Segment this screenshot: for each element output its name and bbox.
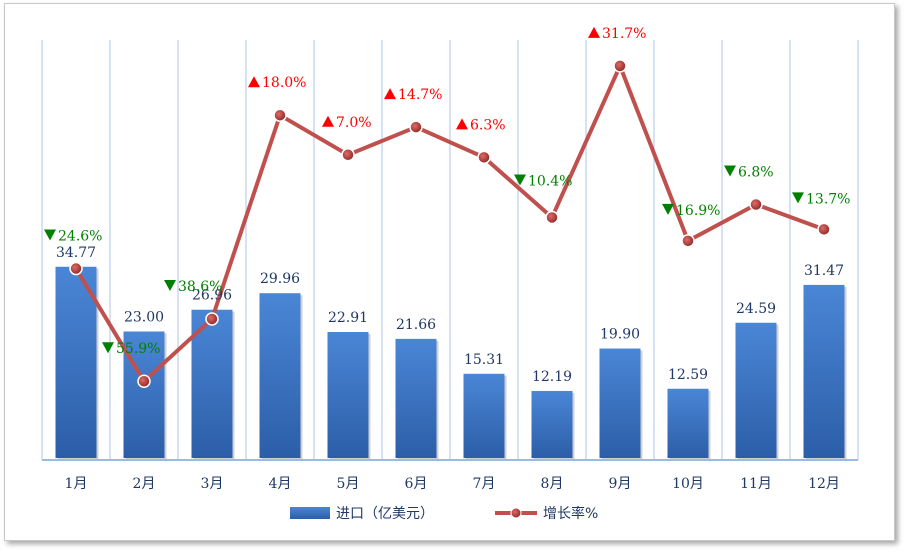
line-point	[69, 261, 83, 276]
line-point	[477, 150, 491, 165]
growth-rate-label: 16.9%	[676, 203, 720, 219]
x-tick-label: 11月	[740, 476, 772, 492]
line-point	[817, 222, 831, 237]
up-triangle-icon	[248, 76, 260, 88]
growth-rate-label: 7.0%	[336, 115, 372, 131]
growth-rate-label: 38.6%	[178, 279, 222, 295]
line-point	[749, 197, 763, 212]
bar	[531, 390, 573, 458]
legend: 进口（亿美元） 增长率%	[290, 505, 598, 522]
up-triangle-icon	[384, 88, 396, 100]
line-point	[613, 59, 627, 73]
bar	[463, 373, 505, 458]
bar-value-label: 12.59	[668, 367, 708, 383]
bar	[259, 293, 301, 458]
growth-rate-label: 13.7%	[806, 191, 850, 207]
x-tick-label: 5月	[337, 476, 360, 492]
line-point	[545, 210, 559, 225]
growth-rate-label: 10.4%	[528, 173, 572, 189]
x-tick-label: 7月	[473, 476, 496, 492]
line-point	[341, 148, 355, 162]
bar	[55, 266, 97, 458]
down-triangle-icon	[792, 192, 804, 204]
bar-value-label: 15.31	[464, 352, 504, 368]
bar-value-label: 24.59	[736, 301, 776, 317]
bar-value-label: 22.91	[328, 310, 368, 326]
x-tick-label: 9月	[609, 476, 632, 492]
growth-line	[74, 63, 825, 384]
line-point	[681, 234, 695, 248]
line-series	[69, 59, 831, 388]
bar-series	[55, 266, 847, 460]
up-triangle-icon	[322, 115, 334, 127]
down-triangle-icon	[44, 229, 56, 241]
line-point	[273, 108, 287, 122]
bar	[599, 348, 641, 458]
bar-value-label: 34.77	[56, 245, 96, 261]
x-tick-label: 6月	[405, 476, 428, 492]
down-triangle-icon	[514, 174, 526, 186]
legend-bar-swatch	[290, 507, 330, 519]
bar-value-label: 12.19	[532, 369, 572, 385]
x-tick-label: 4月	[269, 476, 292, 492]
growth-rate-label: 24.6%	[58, 229, 102, 245]
growth-rate-label: 55.9%	[116, 341, 160, 357]
x-tick-label: 2月	[133, 476, 156, 492]
legend-bar-label: 进口（亿美元）	[336, 506, 434, 522]
down-triangle-icon	[724, 165, 736, 177]
up-triangle-icon	[456, 118, 468, 130]
x-tick-label: 8月	[541, 476, 564, 492]
line-point	[137, 374, 151, 388]
bar-value-label: 19.90	[600, 327, 640, 343]
bar	[667, 388, 709, 458]
x-tick-label: 3月	[201, 476, 224, 492]
line-point	[205, 312, 219, 326]
bar-value-label: 26.96	[192, 288, 232, 304]
down-triangle-icon	[164, 279, 176, 291]
bar	[735, 322, 777, 458]
bar	[395, 338, 437, 458]
x-tick-label: 1月	[65, 476, 88, 492]
bar-value-label: 29.96	[260, 271, 300, 287]
x-tick-label: 10月	[672, 476, 704, 492]
bar	[123, 331, 165, 458]
bar	[191, 309, 233, 458]
growth-rate-label: 14.7%	[398, 87, 442, 103]
up-triangle-icon	[588, 26, 600, 38]
gridlines	[41, 40, 859, 460]
growth-rate-label: 31.7%	[602, 26, 646, 42]
bar-value-label: 21.66	[396, 317, 436, 333]
bar	[803, 284, 845, 458]
legend-line-label: 增长率%	[543, 505, 598, 522]
down-triangle-icon	[662, 203, 674, 215]
x-axis: 1月 2月 3月 4月 5月 6月 7月 8月 9月 10月 11月 12月	[42, 459, 858, 492]
bar-value-label: 23.00	[124, 310, 164, 326]
data-labels: 34.77 23.00 26.96 29.96 22.91 21.66 15.31 12.19…	[44, 26, 850, 385]
down-triangle-icon	[102, 342, 114, 354]
growth-rate-label: 18.0%	[262, 75, 306, 91]
legend-line-marker	[510, 507, 522, 519]
growth-rate-label: 6.8%	[738, 164, 774, 180]
line-point	[409, 120, 423, 134]
bar	[327, 331, 369, 458]
growth-rate-label: 6.3%	[470, 117, 506, 133]
x-tick-label: 12月	[808, 476, 840, 492]
bar-value-label: 31.47	[804, 263, 844, 279]
